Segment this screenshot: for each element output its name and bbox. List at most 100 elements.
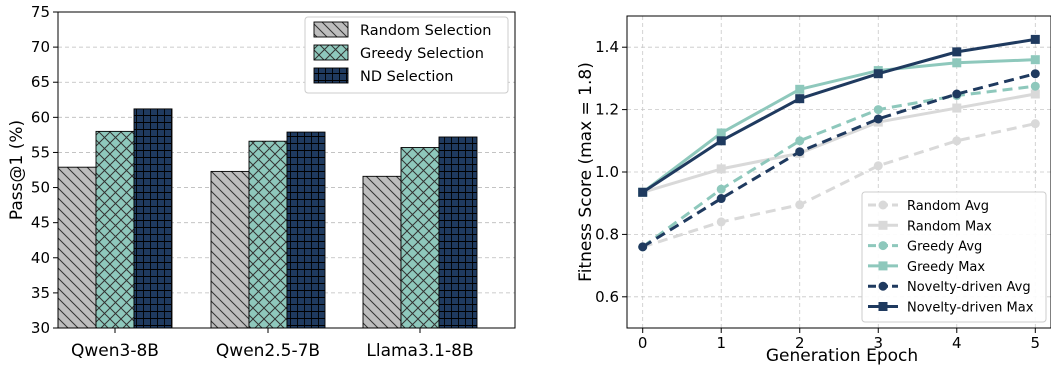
series-point [952, 136, 962, 146]
series-point [1030, 34, 1040, 44]
line-series-group [638, 34, 1040, 252]
bar-hatch [210, 170, 250, 329]
line-y-tick-label: 1.0 [595, 163, 619, 181]
bar-legend-label: ND Selection [360, 69, 453, 85]
bar-x-tick-label: Llama3.1-8B [366, 341, 473, 361]
series-point [1030, 69, 1040, 79]
series-point [873, 161, 883, 171]
series-point [716, 194, 726, 204]
bar-y-tick-label: 60 [31, 108, 50, 126]
series-point [795, 84, 805, 94]
line-legend-label: Novelty-driven Avg [907, 280, 1031, 295]
series-point [1030, 55, 1040, 65]
bar-legend-box [304, 16, 509, 94]
bar-y-tick-label: 50 [31, 179, 50, 197]
bar-y-tick-label: 55 [31, 143, 50, 161]
series-line [641, 72, 1036, 249]
bar-y-tick-label: 70 [31, 38, 50, 56]
series-point [716, 128, 726, 138]
line-legend-label: Random Avg [907, 199, 989, 214]
bar-x-tick-label: Qwen3-8B [71, 341, 159, 361]
bar-hatch [95, 130, 135, 329]
line-legend-box [861, 191, 1047, 323]
series-point [716, 184, 726, 194]
series-point [795, 136, 805, 146]
series-point [1030, 89, 1040, 99]
series-point [716, 164, 726, 174]
line-x-axis-label: Generation Epoch [766, 346, 918, 366]
series-point [795, 200, 805, 210]
line-x-tick-label: 3 [873, 334, 883, 352]
line-y-tick-label: 0.6 [595, 288, 619, 306]
bar-y-tick-label: 40 [31, 249, 50, 267]
bar-y-tick-label: 35 [31, 284, 50, 302]
line-x-tick-label: 0 [638, 334, 648, 352]
series-line [641, 58, 1036, 194]
bar-ticks: 30 35 40 45 50 55 60 65 70 75 Qwen3-8B Qwen2.5-7B Ll… [31, 3, 474, 361]
bar-hatch [248, 140, 288, 329]
bar-y-tick-label: 30 [31, 319, 50, 337]
bar-hatch [400, 147, 440, 329]
bar-y-tick-label: 75 [31, 3, 50, 21]
series-point [795, 147, 805, 157]
line-ticks: 0.6 0.8 1.0 1.2 1.4 0 1 2 3 4 5 [595, 38, 1040, 352]
bar-y-tick-label: 65 [31, 73, 50, 91]
series-point [952, 58, 962, 68]
bar-legend-label: Random Selection [360, 23, 491, 39]
series-point [873, 105, 883, 115]
bar-legend-swatch-hatch [313, 21, 349, 38]
line-chart: 0.6 0.8 1.0 1.2 1.4 0 1 2 3 4 5 Generation Epoch F… [576, 15, 1051, 366]
bar-hatch [362, 175, 402, 329]
series-line [642, 92, 1036, 194]
series-point [873, 69, 883, 79]
bar-legend-label: Greedy Selection [360, 46, 484, 62]
line-x-tick-label: 5 [1031, 334, 1041, 352]
line-x-tick-label: 1 [716, 334, 726, 352]
series-point [952, 89, 962, 99]
line-legend-marker [878, 241, 888, 251]
series-point [795, 94, 805, 104]
line-legend-marker [878, 302, 888, 311]
line-legend-label: Greedy Avg [907, 240, 982, 255]
series-line [641, 84, 1036, 249]
bar-hatch [133, 108, 173, 329]
line-y-tick-label: 1.4 [595, 38, 619, 56]
series-point [1030, 81, 1040, 91]
bar-hatch [438, 136, 478, 329]
bar-legend: Random Selection Greedy Selection ND Selec… [304, 16, 509, 94]
line-legend-marker [878, 200, 888, 210]
bar-chart: 30 35 40 45 50 55 60 65 70 75 Qwen3-8B Qwen2.5-7B Ll… [7, 3, 516, 361]
line-x-tick-label: 2 [795, 334, 805, 352]
series-point [952, 103, 962, 113]
bar-x-tick-label: Qwen2.5-7B [216, 341, 320, 361]
series-point [716, 136, 726, 146]
series-point [873, 114, 883, 124]
bar-y-axis-label: Pass@1 (%) [7, 120, 27, 220]
series-point [1030, 119, 1040, 129]
series-point [638, 187, 648, 197]
bar-plot-frame [57, 11, 516, 329]
bar-hatch [57, 166, 97, 329]
bar-y-tick-label: 45 [31, 214, 50, 232]
line-legend-label: Greedy Max [907, 260, 985, 275]
line-legend-label: Random Max [907, 219, 992, 234]
bar-hatch [286, 131, 326, 329]
line-y-axis-label: Fitness Score (max = 1.8) [576, 62, 596, 282]
line-legend-label: Novelty-driven Max [907, 301, 1034, 316]
line-legend: Random Avg Random Max Greedy Avg Greedy Max… [861, 191, 1047, 323]
series-point [716, 217, 726, 227]
series-point [638, 242, 648, 252]
line-legend-marker [878, 261, 888, 271]
series-line [641, 37, 1036, 194]
line-x-tick-label: 4 [952, 334, 962, 352]
series-point [952, 47, 962, 57]
line-y-tick-label: 1.2 [595, 101, 619, 119]
line-legend-marker [878, 281, 888, 291]
series-line [642, 122, 1036, 249]
line-y-tick-label: 0.8 [595, 225, 619, 243]
line-legend-marker [878, 220, 888, 230]
bar-legend-swatch-hatch [313, 67, 349, 84]
bar-series [57, 108, 478, 329]
bar-legend-swatch-hatch [313, 44, 349, 61]
